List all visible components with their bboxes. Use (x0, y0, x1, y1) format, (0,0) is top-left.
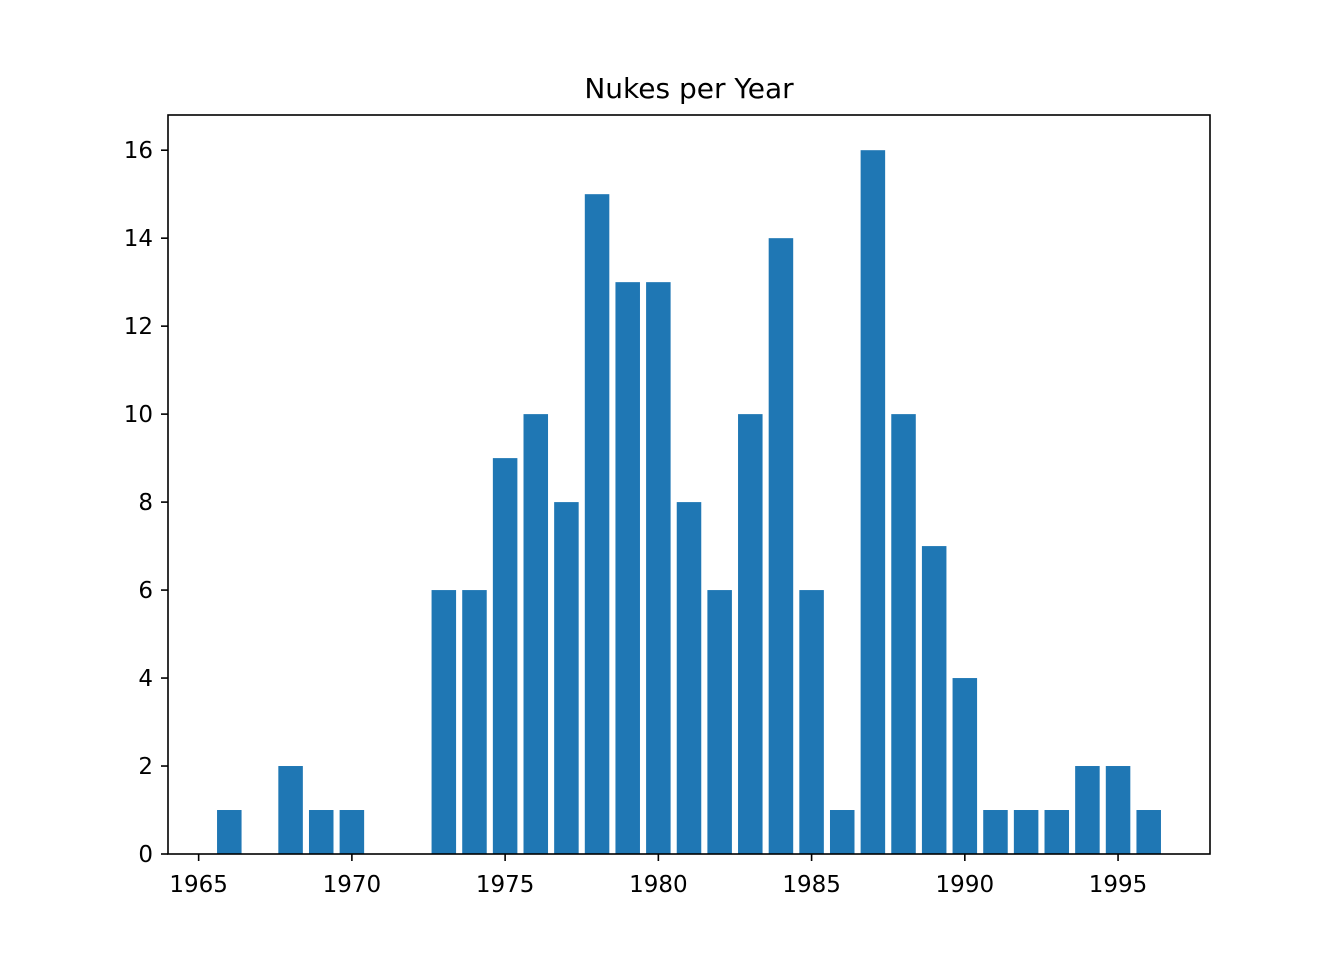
x-tick-label-1990: 1990 (936, 872, 995, 898)
bar-1974 (462, 590, 487, 854)
x-tick-label-1975: 1975 (476, 872, 535, 898)
bar-1978 (584, 194, 610, 854)
bar-1977 (554, 502, 579, 854)
y-tick-label-14: 14 (124, 226, 153, 252)
bar-1983 (738, 414, 763, 854)
y-tick-label-6: 6 (138, 578, 153, 604)
bar-1979 (615, 282, 640, 854)
bars (217, 150, 1161, 855)
y-tick-label-0: 0 (138, 842, 153, 868)
bar-1970 (339, 810, 365, 854)
y-tick-label-4: 4 (138, 666, 153, 692)
bar-1984 (768, 238, 794, 855)
bar-1987 (860, 150, 886, 854)
bar-1969 (308, 810, 334, 854)
x-tick-label-1970: 1970 (323, 872, 382, 898)
bar-1993 (1044, 810, 1070, 854)
bar-1981 (676, 502, 702, 854)
x-tick-label-1985: 1985 (782, 872, 841, 898)
bar-1966 (217, 810, 242, 854)
y-tick-label-16: 16 (124, 138, 153, 164)
bar-1991 (983, 810, 1008, 854)
x-tick-label-1965: 1965 (169, 872, 228, 898)
y-tick-label-12: 12 (124, 314, 153, 340)
bar-1990 (952, 678, 978, 854)
chart-title: Nukes per Year (584, 72, 794, 105)
x-tick-label-1995: 1995 (1089, 872, 1148, 898)
bar-1994 (1075, 766, 1100, 854)
bar-1982 (707, 590, 732, 854)
bar-1988 (891, 414, 916, 854)
x-tick-label-1980: 1980 (629, 872, 688, 898)
bar-1975 (492, 458, 518, 854)
plot-frame (167, 114, 1211, 855)
bar-1985 (799, 590, 824, 854)
bar-1968 (278, 766, 303, 854)
bar-1973 (431, 590, 457, 854)
axis-ticks: 1965 1970 1975 1980 1985 1990 1995 0 2 4 6 8 10 12 14 1… (124, 138, 1148, 898)
bar-1995 (1105, 766, 1131, 854)
bar-1980 (646, 282, 671, 854)
y-tick-label-2: 2 (138, 754, 153, 780)
bar-1989 (921, 546, 947, 854)
bar-1976 (523, 414, 549, 854)
bar-1996 (1136, 810, 1161, 854)
y-tick-label-8: 8 (138, 490, 153, 516)
bar-1992 (1013, 810, 1039, 854)
y-tick-label-10: 10 (124, 402, 153, 428)
bar-1986 (829, 810, 855, 854)
